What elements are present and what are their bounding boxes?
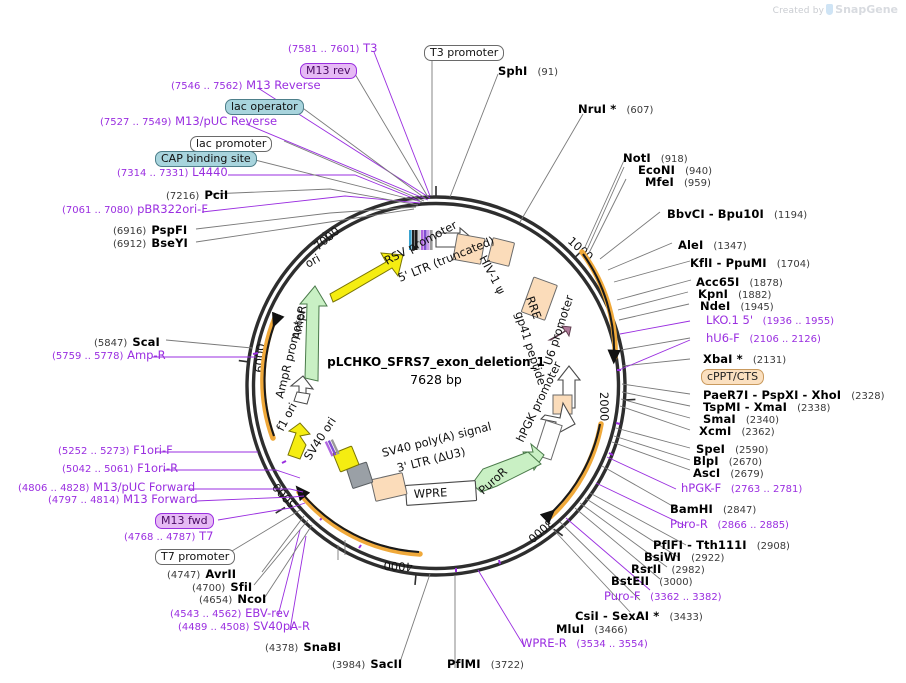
- badge-lac-operator[interactable]: lac operator: [225, 97, 304, 115]
- enzyme-tspmi-xmai[interactable]: TspMI - XmaI (2338): [703, 400, 831, 414]
- enzyme-sacii[interactable]: (3984) SacII: [332, 657, 403, 671]
- leader-lines-leftlower: [155, 451, 339, 631]
- enzyme-acc65i[interactable]: Acc65I (1878): [696, 275, 783, 289]
- enzyme-nrui[interactable]: NruI * (607): [578, 102, 654, 116]
- feature-wpre: [404, 480, 478, 506]
- primer-m13-forward[interactable]: (4797 .. 4814) M13 Forward: [48, 492, 198, 506]
- badge-cppt-cts[interactable]: cPPT/CTS: [701, 367, 765, 385]
- enzyme-bamhi[interactable]: BamHI (2847): [670, 502, 757, 516]
- enzyme-bseyi[interactable]: (6912) BseYI: [113, 236, 188, 250]
- snapgene-watermark: Created by SnapGene: [773, 3, 898, 16]
- leader-lines-bottom: [344, 540, 456, 668]
- leader-lines-topleft: [195, 51, 431, 243]
- tick-label-7000: 7000: [311, 224, 342, 254]
- enzyme-xbai[interactable]: XbaI * (2131): [703, 352, 787, 366]
- feature-mcs-bars: [409, 230, 433, 250]
- enzyme-alei[interactable]: AleI (1347): [678, 238, 747, 252]
- primer-t3[interactable]: (7581 .. 7601) T3: [288, 41, 378, 55]
- feature-hiv1-psi: [452, 233, 486, 265]
- primer-amp-r[interactable]: (5759 .. 5778) Amp-R: [52, 348, 166, 362]
- feature-f1-ori: [287, 422, 311, 460]
- enzyme-sphi[interactable]: SphI (91): [498, 64, 559, 78]
- snapgene-logo-icon: [826, 4, 834, 15]
- enzyme-mlui[interactable]: MluI (3466): [556, 622, 628, 636]
- plasmid-size: 7628 bp: [410, 372, 462, 387]
- enzyme-pflmi[interactable]: PflMI (3722): [447, 657, 524, 671]
- primer-lko1-5prime[interactable]: LKO.1 5' (1936 .. 1955): [706, 313, 835, 327]
- feature-ampr: [298, 285, 328, 382]
- enzyme-ncoi[interactable]: (4654) NcoI: [199, 592, 267, 606]
- primer-m13-reverse[interactable]: (7546 .. 7562) M13 Reverse: [171, 78, 321, 92]
- enzyme-pcii[interactable]: (7216) PciI: [166, 188, 229, 202]
- enzyme-kfli-ppumi[interactable]: KflI - PpuMI (1704): [690, 256, 811, 270]
- primer-f1ori-f[interactable]: (5252 .. 5273) F1ori-F: [58, 443, 173, 457]
- enzyme-ndei[interactable]: NdeI (1945): [700, 299, 774, 313]
- badge-t7-promoter[interactable]: T7 promoter: [155, 547, 236, 565]
- feature-small-stripes: [324, 439, 340, 457]
- feature-ori: [329, 252, 404, 303]
- leader-lines-top: [431, 60, 584, 223]
- badge-m13-fwd[interactable]: M13 fwd: [155, 511, 214, 529]
- primer-ebv-rev[interactable]: (4543 .. 4562) EBV-rev: [170, 606, 290, 620]
- feature-rre: [521, 276, 558, 321]
- enzyme-smai[interactable]: SmaI (2340): [703, 412, 780, 426]
- primer-m13-puc-reverse[interactable]: (7527 .. 7549) M13/pUC Reverse: [100, 114, 278, 128]
- enzyme-mfei[interactable]: MfeI (959): [645, 175, 711, 189]
- feature-gp41-peptide: [547, 325, 572, 341]
- primer-puro-f[interactable]: Puro-F (3362 .. 3382): [604, 589, 722, 603]
- feature-rre-small: [487, 237, 515, 267]
- enzyme-bbvci-bpu10i[interactable]: BbvCI - Bpu10I (1194): [667, 207, 808, 221]
- enzyme-scai[interactable]: (5847) ScaI: [94, 335, 160, 349]
- enzyme-spei[interactable]: SpeI (2590): [696, 442, 769, 456]
- enzyme-noti[interactable]: NotI (918): [623, 151, 688, 165]
- tick-label-2000: 2000: [597, 392, 612, 422]
- primer-f1ori-r[interactable]: (5042 .. 5061) F1ori-R: [62, 461, 179, 475]
- primer-m13-puc-forward[interactable]: (4806 .. 4828) M13/pUC Forward: [18, 480, 196, 494]
- enzyme-bstell[interactable]: BstEII (3000): [611, 574, 693, 588]
- feature-3ltr: [370, 472, 408, 502]
- primer-puro-r[interactable]: Puro-R (2866 .. 2885): [670, 517, 789, 531]
- badge-m13-rev[interactable]: M13 rev: [300, 61, 357, 79]
- enzyme-pspfi[interactable]: (6916) PspFI: [113, 223, 188, 237]
- enzyme-snabi[interactable]: (4378) SnaBI: [265, 640, 342, 654]
- primer-pbr322ori-f[interactable]: (7061 .. 7080) pBR322ori-F: [62, 202, 208, 216]
- enzyme-asci[interactable]: AscI (2679): [693, 466, 764, 480]
- badge-t3-promoter[interactable]: T3 promoter: [424, 43, 505, 61]
- primer-t7[interactable]: (4768 .. 4787) T7: [124, 529, 214, 543]
- leader-lines-rightmiddle: [616, 279, 692, 431]
- feature-hpgk-promoter: [539, 401, 576, 438]
- enzyme-avrii[interactable]: (4747) AvrII: [167, 567, 237, 581]
- badge-cap-binding-site[interactable]: CAP binding site: [155, 149, 257, 167]
- primer-hu6-f[interactable]: hU6-F (2106 .. 2126): [706, 331, 821, 345]
- primer-l4440[interactable]: (7314 .. 7331) L4440: [117, 165, 228, 179]
- tick-label-4000: 4000: [383, 558, 413, 574]
- enzyme-blpi[interactable]: BlpI (2670): [693, 454, 762, 468]
- leader-lines-leftupper: [152, 339, 256, 358]
- enzyme-csii-sexai[interactable]: CsiI - SexAI * (3433): [575, 609, 703, 623]
- primer-wpre-r[interactable]: WPRE-R (3534 .. 3554): [521, 636, 648, 650]
- primer-hpgk-f[interactable]: hPGK-F (2763 .. 2781): [681, 481, 803, 495]
- leader-lines-rightlower: [477, 427, 691, 647]
- watermark-brand: SnapGene: [835, 3, 898, 16]
- enzyme-sfii[interactable]: (4700) SfiI: [192, 580, 253, 594]
- enzyme-econi[interactable]: EcoNI (940): [638, 163, 712, 177]
- plasmid-name: pLCHKO_SFRS7_exon_deletion_1: [327, 355, 545, 369]
- plasmid-title-block: pLCHKO_SFRS7_exon_deletion_1 7628 bp: [316, 355, 556, 387]
- enzyme-pflfi-tth111i[interactable]: PflFI - Tth111I (2908): [653, 538, 790, 552]
- enzyme-xcmi[interactable]: XcmI (2362): [699, 424, 775, 438]
- leader-lines-rightupper: [584, 155, 691, 283]
- enzyme-rsrii[interactable]: RsrII (2982): [631, 562, 705, 576]
- enzyme-bsiwi[interactable]: BsiWI (2922): [644, 550, 725, 564]
- enzyme-kpni[interactable]: KpnI (1882): [698, 287, 772, 301]
- feature-sv40-ori: [332, 445, 360, 473]
- feature-puror-body: [471, 451, 542, 493]
- orf-arcs-dark: [263, 253, 621, 554]
- primer-sv40pa-r[interactable]: (4489 .. 4508) SV40pA-R: [178, 619, 310, 633]
- watermark-prefix: Created by: [772, 6, 825, 16]
- feature-ampr-promoter-tail: [293, 391, 311, 405]
- enzyme-paer7i-pspxi-xhoi[interactable]: PaeR7I - PspXI - XhoI (2328): [703, 388, 885, 402]
